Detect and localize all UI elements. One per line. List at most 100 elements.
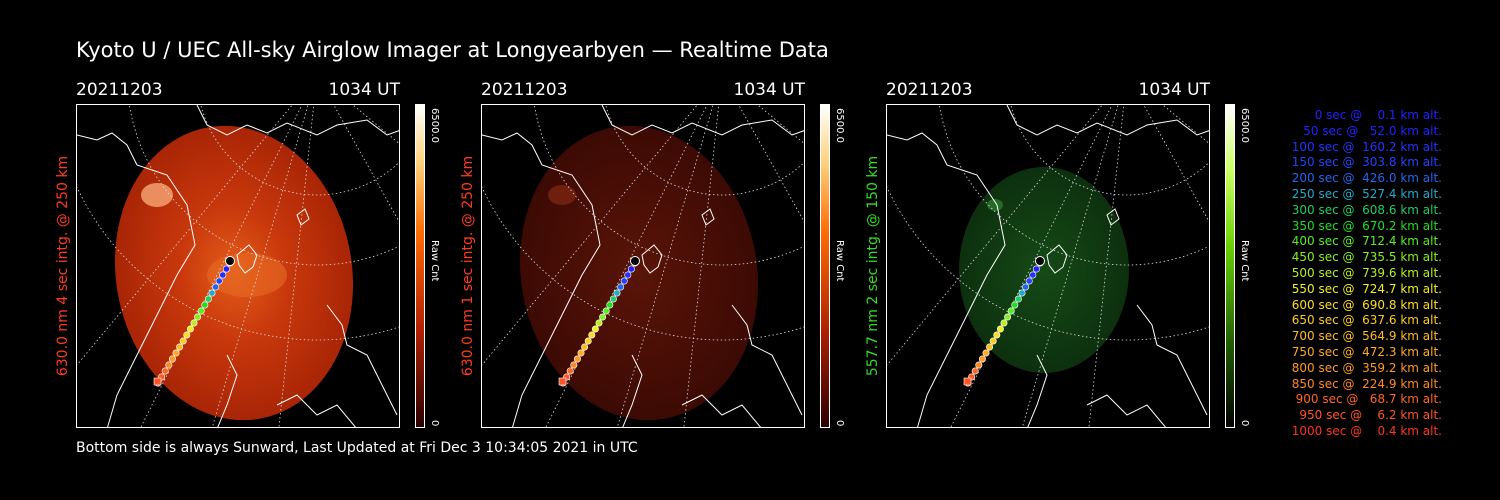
- legend-row: 500 sec @ 739.6 km alt.: [1291, 265, 1442, 280]
- island-outline: [1106, 208, 1120, 226]
- allsky-image: [886, 104, 1210, 428]
- longitude-grid-line: [211, 105, 309, 427]
- colorbar-unit-label: Raw Cnt: [834, 240, 845, 282]
- airglow-disc: [519, 125, 759, 421]
- longitude-grid-line: [757, 105, 804, 144]
- coastline: [731, 304, 803, 416]
- aurora-patch: [987, 199, 1003, 211]
- legend-row: 0 sec @ 0.1 km alt.: [1314, 108, 1442, 122]
- colorbar: [820, 104, 830, 428]
- colorbar-min-label: 0: [429, 420, 440, 427]
- trajectory-point: [222, 265, 230, 273]
- trajectory-point: [197, 307, 205, 315]
- trajectory-point: [570, 361, 578, 369]
- longitude-grid-line: [1143, 105, 1209, 223]
- trajectory-point: [975, 361, 983, 369]
- longitude-grid-line: [616, 105, 714, 427]
- legend-row: 200 sec @ 426.0 km alt.: [1291, 171, 1442, 186]
- panel-ylabel: 557.7 nm 2 sec intg. @ 150 km: [865, 155, 881, 377]
- coastline: [1136, 304, 1208, 416]
- trajectory-point: [204, 295, 212, 303]
- trajectory-point: [1018, 289, 1026, 297]
- trajectory-point: [620, 277, 628, 285]
- longitude-grid-line: [1021, 105, 1119, 427]
- trajectory-end-marker: [558, 377, 567, 386]
- trajectory-point: [1022, 283, 1030, 291]
- trajectory-end-marker: [963, 377, 972, 386]
- colorbar-unit-label: Raw Cnt: [429, 240, 440, 282]
- trajectory-point: [186, 325, 194, 333]
- longitude-grid-line: [545, 105, 708, 427]
- svalbard-outline: [1046, 244, 1068, 274]
- panel-ylabel-wrap: 557.7 nm 2 sec intg. @ 150 km: [864, 104, 882, 428]
- legend-row: 900 sec @ 68.7 km alt.: [1295, 392, 1442, 407]
- coastline: [1086, 394, 1166, 427]
- legend-row: 300 sec @ 608.6 km alt.: [1291, 202, 1442, 217]
- svalbard-outline: [641, 244, 663, 274]
- legend-row: 550 sec @ 724.7 km alt.: [1291, 281, 1442, 296]
- colorbar-max-label: 6500.0: [834, 108, 845, 143]
- panel-time: 1034 UT: [1138, 80, 1211, 100]
- airglow-disc: [959, 167, 1129, 373]
- trajectory-point: [993, 331, 1001, 339]
- panel-557nm-2sec: 20211203 1034 UT 557.7 nm 2 sec intg. @ …: [865, 80, 1266, 432]
- panel-date: 20211203: [481, 80, 568, 100]
- coastline: [1006, 105, 1209, 136]
- trajectory-point: [989, 337, 997, 345]
- legend-row: 50 sec @ 52.0 km alt.: [1303, 123, 1442, 138]
- legend-row: 150 sec @ 303.8 km alt.: [1291, 155, 1442, 170]
- panel-date: 20211203: [886, 80, 973, 100]
- legend-row: 1000 sec @ 0.4 km alt.: [1291, 423, 1442, 438]
- latitude-grid-line: [482, 186, 804, 341]
- trajectory-point: [627, 265, 635, 273]
- trajectory-point: [584, 337, 592, 345]
- trajectory-point: [595, 319, 603, 327]
- latitude-grid-line: [200, 105, 399, 196]
- trajectory-point: [215, 277, 223, 285]
- latitude-grid-line: [77, 186, 399, 341]
- longitude-grid-line: [482, 105, 698, 366]
- trajectory-point: [617, 283, 625, 291]
- trajectory-point: [168, 355, 176, 363]
- legend-row: 700 sec @ 564.9 km alt.: [1291, 329, 1442, 344]
- station-marker: [630, 256, 640, 266]
- trajectory-point: [971, 367, 979, 375]
- panel-date: 20211203: [76, 80, 163, 100]
- trajectory-point: [1029, 271, 1037, 279]
- coastline: [196, 105, 399, 136]
- coastline: [77, 132, 196, 427]
- legend-row: 250 sec @ 527.4 km alt.: [1291, 186, 1442, 201]
- panel-time: 1034 UT: [733, 80, 806, 100]
- legend-row: 650 sec @ 637.6 km alt.: [1291, 313, 1442, 328]
- trajectory-point: [194, 313, 202, 321]
- trajectory-point: [1032, 265, 1040, 273]
- aurora-patch: [207, 253, 287, 297]
- colorbar: [415, 104, 425, 428]
- trajectory-end-marker: [153, 377, 162, 386]
- coastline: [326, 304, 398, 416]
- longitude-grid-line: [352, 105, 399, 144]
- allsky-image: [481, 104, 805, 428]
- page-title: Kyoto U / UEC All-sky Airglow Imager at …: [76, 38, 829, 62]
- station-marker: [1035, 256, 1045, 266]
- trajectory-point: [591, 325, 599, 333]
- trajectory-point: [212, 283, 220, 291]
- latitude-grid-line: [1010, 105, 1209, 196]
- legend-row: 950 sec @ 6.2 km alt.: [1299, 408, 1442, 423]
- panel-ylabel: 630.0 nm 4 sec intg. @ 250 km: [55, 155, 71, 377]
- legend-row: 850 sec @ 224.9 km alt.: [1291, 376, 1442, 391]
- trajectory-point: [606, 301, 614, 309]
- trajectory-point: [172, 349, 180, 357]
- map-svg: [482, 105, 804, 427]
- coastline: [681, 394, 761, 427]
- map-svg: [77, 105, 399, 427]
- map-svg: [887, 105, 1209, 427]
- panel-ylabel-wrap: 630.0 nm 4 sec intg. @ 250 km: [54, 104, 72, 428]
- trajectory-legend: 0 sec @ 0.1 km alt. 50 sec @ 52.0 km alt.…: [1262, 108, 1442, 440]
- trajectory-point: [1000, 319, 1008, 327]
- trajectory-point: [978, 355, 986, 363]
- legend-row: 750 sec @ 472.3 km alt.: [1291, 344, 1442, 359]
- panel-ylabel-wrap: 630.0 nm 1 sec intg. @ 250 km: [459, 104, 477, 428]
- legend-row: 600 sec @ 690.8 km alt.: [1291, 297, 1442, 312]
- trajectory-point: [219, 271, 227, 279]
